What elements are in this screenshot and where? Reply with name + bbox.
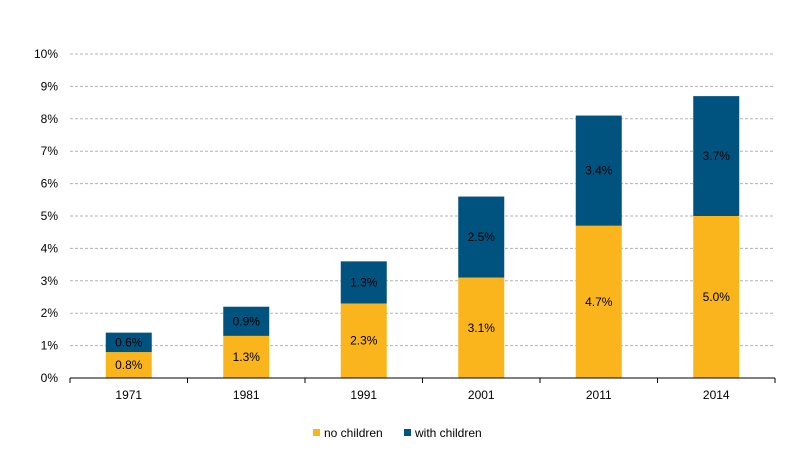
- legend: no children with children: [313, 426, 482, 440]
- y-tick-label: 3%: [41, 274, 59, 288]
- data-label: 0.9%: [233, 314, 261, 328]
- legend-label: no children: [324, 426, 383, 440]
- bar-segment-no-children: [575, 225, 622, 378]
- y-axis: 0% 1% 2% 3% 4% 5% 6% 7% 8% 9% 10%: [34, 47, 58, 385]
- data-label: 0.8%: [115, 358, 143, 372]
- x-tick-label: 1991: [350, 388, 377, 402]
- bar-segment-no-children: [340, 303, 387, 378]
- y-tick-label: 0%: [41, 371, 59, 385]
- y-tick-label: 5%: [41, 209, 59, 223]
- x-tick-label: 1981: [233, 388, 260, 402]
- y-tick-label: 7%: [41, 144, 59, 158]
- data-label: 3.1%: [468, 321, 496, 335]
- x-tick-label: 2001: [468, 388, 495, 402]
- legend-swatch: [313, 429, 320, 436]
- y-tick-label: 8%: [41, 112, 59, 126]
- x-tick-label: 2014: [703, 388, 730, 402]
- bar-segment-no-children: [105, 352, 152, 378]
- bar-segment-no-children: [693, 216, 740, 378]
- data-label: 4.7%: [585, 295, 613, 309]
- data-label: 1.3%: [233, 350, 261, 364]
- bar-segment-with-children: [105, 332, 152, 353]
- bar-segment-no-children: [223, 335, 270, 378]
- data-label: 5.0%: [703, 290, 731, 304]
- y-tick-label: 6%: [41, 177, 59, 191]
- data-label: 0.6%: [115, 335, 143, 349]
- x-tick-label: 1971: [115, 388, 142, 402]
- bar-segment-with-children: [340, 261, 387, 304]
- legend-swatch: [404, 429, 411, 436]
- bar-segment-with-children: [575, 115, 622, 226]
- bar-segment-with-children: [458, 196, 505, 278]
- y-tick-label: 2%: [41, 306, 59, 320]
- gridlines: [70, 53, 775, 347]
- data-label: 1.3%: [350, 275, 378, 289]
- legend-label: with children: [414, 426, 482, 440]
- bar-segment-with-children: [693, 96, 740, 216]
- bars: 0.8% 0.6% 1.3% 0.9% 2.3% 1.3% 3.1% 2.5% 4.7% 3.4%…: [105, 96, 740, 378]
- data-label: 3.7%: [703, 149, 731, 163]
- data-label: 3.4%: [585, 164, 613, 178]
- y-tick-label: 10%: [34, 47, 58, 61]
- y-tick-label: 9%: [41, 79, 59, 93]
- y-tick-label: 1%: [41, 339, 59, 353]
- bar-segment-with-children: [223, 306, 270, 336]
- data-label: 2.5%: [468, 230, 496, 244]
- x-axis: 1971 1981 1991 2001 2011 2014: [69, 377, 776, 402]
- bar-segment-no-children: [458, 277, 505, 378]
- x-tick-label: 2011: [586, 388, 612, 402]
- y-tick-label: 4%: [41, 241, 59, 255]
- data-label: 2.3%: [350, 334, 378, 348]
